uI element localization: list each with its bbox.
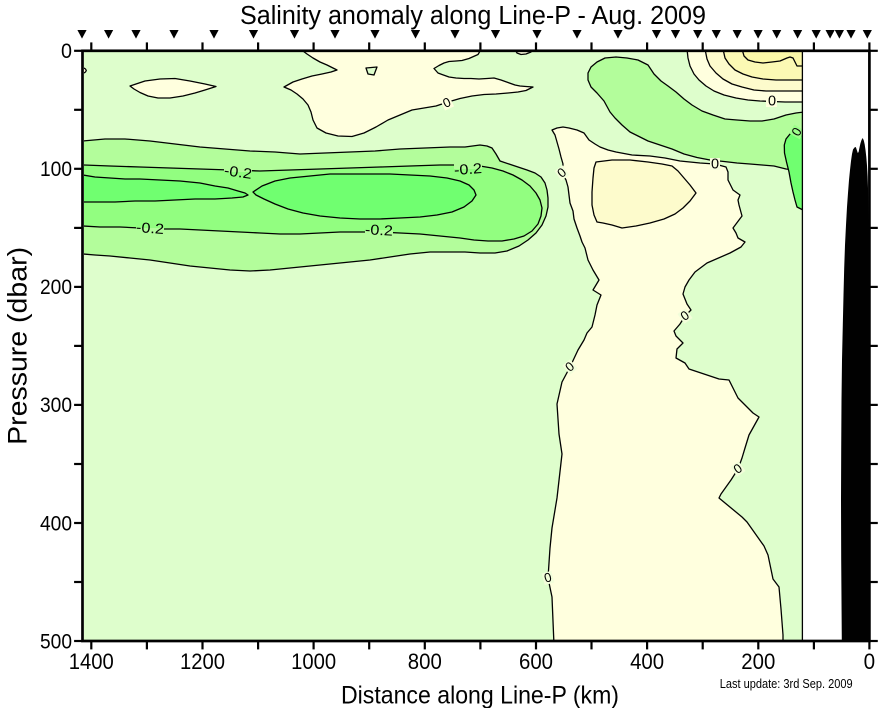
svg-text:-0.2: -0.2 [135, 220, 164, 238]
svg-text:500: 500 [40, 629, 72, 653]
svg-text:0: 0 [542, 569, 553, 585]
svg-text:0: 0 [711, 157, 719, 173]
svg-text:Distance along Line-P (km): Distance along Line-P (km) [341, 682, 619, 708]
svg-text:200: 200 [40, 275, 72, 299]
svg-text:Pressure (dbar): Pressure (dbar) [3, 247, 33, 445]
svg-text:Last update: 3rd Sep. 2009: Last update: 3rd Sep. 2009 [720, 677, 853, 691]
svg-text:1400: 1400 [69, 649, 114, 674]
svg-text:1200: 1200 [180, 649, 225, 674]
svg-text:Salinity anomaly along Line-P: Salinity anomaly along Line-P - Aug. 200… [240, 2, 706, 30]
svg-text:0: 0 [768, 94, 776, 110]
svg-text:-0.2: -0.2 [454, 161, 483, 179]
svg-text:0: 0 [864, 649, 876, 674]
svg-text:1000: 1000 [291, 649, 336, 674]
svg-text:400: 400 [630, 649, 664, 674]
svg-text:100: 100 [40, 157, 72, 181]
svg-text:-0.2: -0.2 [365, 222, 394, 239]
svg-text:300: 300 [40, 393, 72, 417]
svg-text:600: 600 [519, 649, 553, 674]
svg-text:800: 800 [408, 649, 442, 674]
svg-text:200: 200 [741, 649, 775, 674]
svg-text:400: 400 [40, 511, 72, 535]
svg-text:0: 0 [61, 39, 72, 63]
svg-text:-0.2: -0.2 [223, 163, 253, 183]
